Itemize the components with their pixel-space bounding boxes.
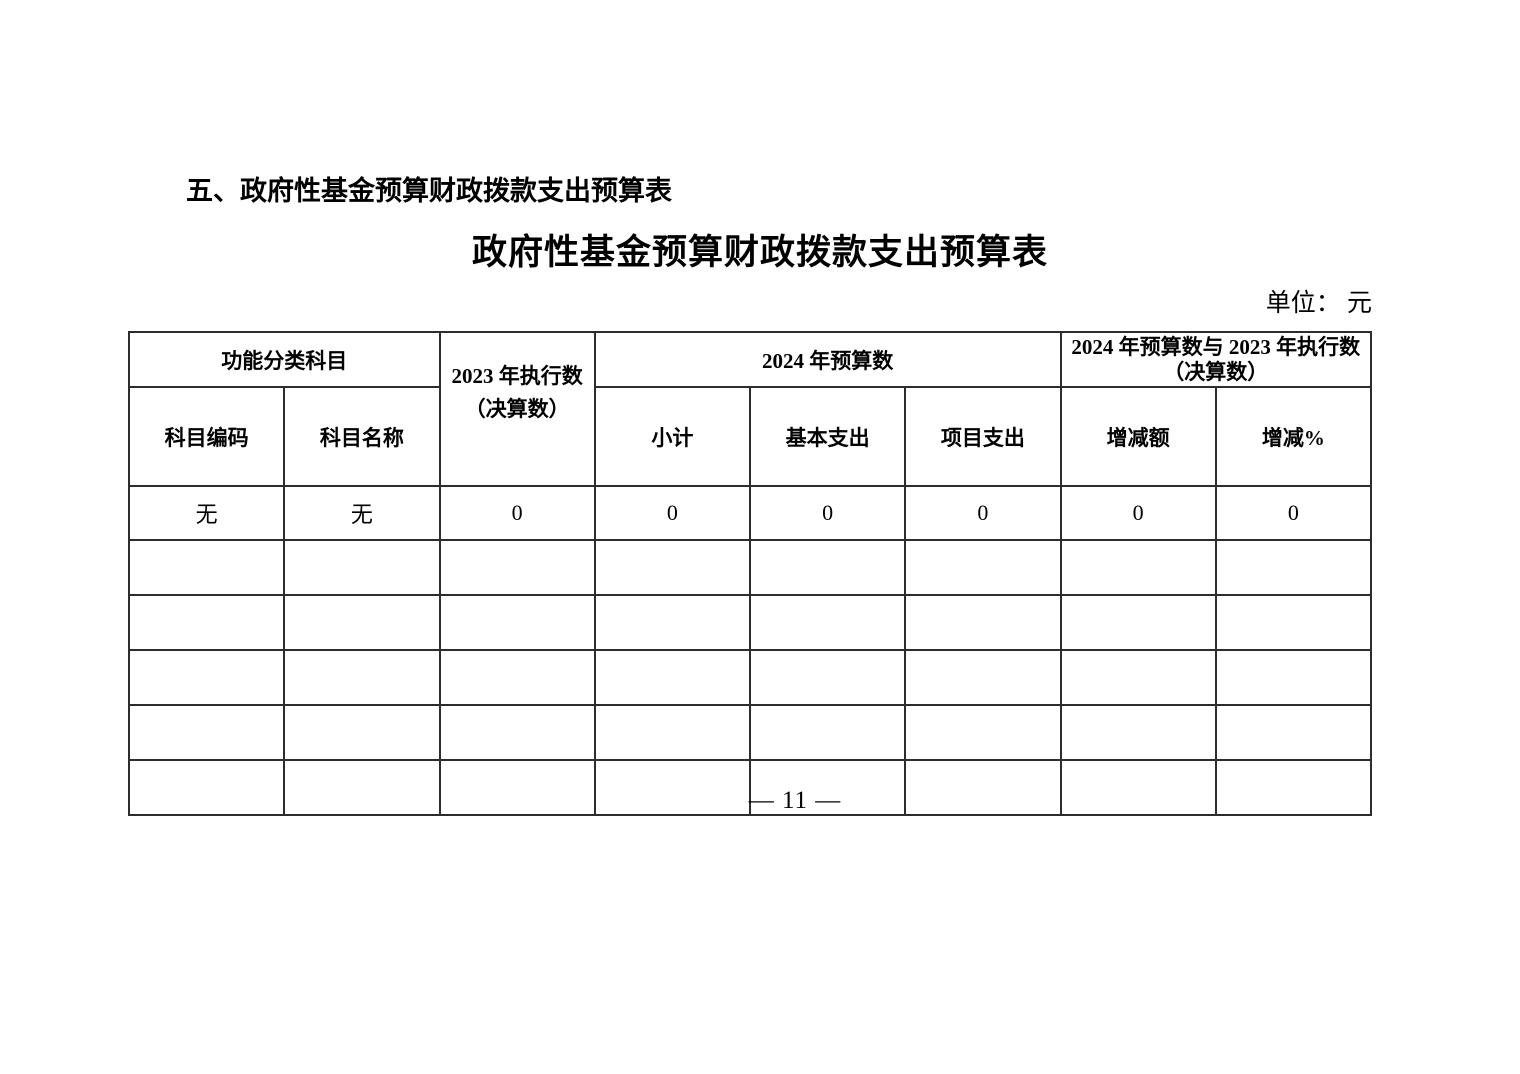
unit-label: 单位： 元 [1265,290,1372,317]
empty-cell [1214,704,1373,761]
sub-header-row: 科目编码 科目名称 小计 基本支出 项目支出 增减额 增减% [127,386,1373,487]
empty-cell [127,649,286,706]
header-subject-name: 科目名称 [283,386,441,487]
header-2024-budget: 2024 年预算数 [593,331,1062,388]
empty-cell [1214,649,1373,706]
header-functional-classification: 功能分类科目 [128,331,441,388]
empty-cell [593,539,752,596]
empty-cell [283,704,441,761]
header-project-expenditure: 项目支出 [904,386,1062,487]
header-comparison-line1: 2024 年预算数与 2023 年执行数 [1071,334,1361,359]
empty-row [127,539,1373,596]
empty-cell [904,649,1062,706]
empty-cell [1059,759,1217,816]
empty-cell [748,759,907,816]
header-2023-execution-line2: （决算数） [464,397,570,421]
empty-cell [438,759,596,816]
empty-cell [748,539,907,596]
empty-cell [127,704,286,761]
cell-change-amount: 0 [1059,485,1217,541]
empty-cell [283,649,441,706]
header-subject-code: 科目编码 [127,386,286,487]
empty-cell [593,759,752,816]
empty-cell [1214,759,1373,816]
header-2023-execution-line1: 2023 年执行数 [451,364,583,389]
empty-cell [438,649,596,706]
header-subtotal: 小计 [593,386,752,487]
empty-cell [438,704,596,761]
header-basic-expenditure: 基本支出 [748,386,907,487]
empty-cell [127,539,286,596]
empty-cell [593,649,752,706]
empty-cell [283,759,441,816]
empty-row [127,759,1373,816]
empty-cell [283,539,441,596]
empty-cell [904,759,1062,816]
empty-cell [748,649,907,706]
empty-cell [1059,704,1217,761]
table-title: 政府性基金预算财政拨款支出预算表 [471,233,1048,272]
empty-cell [283,594,441,651]
section-heading: 五、政府性基金预算财政拨款支出预算表 [186,176,672,206]
group-header-row: 功能分类科目 2023 年执行数 （决算数） 2024 年预算数 2024 年预… [128,331,1372,487]
table-row: 无 无 0 0 0 0 0 0 [127,485,1373,541]
header-change-percent: 增减% [1214,386,1373,487]
budget-table: 功能分类科目 2023 年执行数 （决算数） 2024 年预算数 2024 年预… [127,331,1373,816]
empty-cell [438,539,596,596]
header-2023-execution: 2023 年执行数 （决算数） [438,331,596,487]
cell-basic-expenditure: 0 [748,485,907,541]
empty-row [127,704,1373,761]
empty-cell [904,539,1062,596]
empty-cell [1059,649,1217,706]
header-change-amount: 增减额 [1059,386,1217,487]
empty-row [127,649,1373,706]
empty-cell [1214,539,1373,596]
cell-subject-name: 无 [283,485,441,541]
empty-cell [748,594,907,651]
cell-project-expenditure: 0 [904,485,1062,541]
empty-cell [1059,594,1217,651]
cell-change-percent: 0 [1214,485,1373,541]
empty-row [127,594,1373,651]
header-comparison: 2024 年预算数与 2023 年执行数 （决算数） [1059,331,1372,388]
header-comparison-line2: （决算数） [1163,359,1269,384]
page-number: — 11 — [748,787,842,814]
empty-cell [1059,539,1217,596]
empty-cell [127,594,286,651]
empty-cell [593,704,752,761]
cell-subtotal: 0 [593,485,752,541]
cell-subject-code: 无 [127,485,286,541]
empty-cell [438,594,596,651]
empty-cell [904,594,1062,651]
empty-cell [904,704,1062,761]
empty-cell [127,759,286,816]
empty-cell [1214,594,1373,651]
empty-cell [748,704,907,761]
empty-cell [593,594,752,651]
cell-exec-2023: 0 [438,485,596,541]
